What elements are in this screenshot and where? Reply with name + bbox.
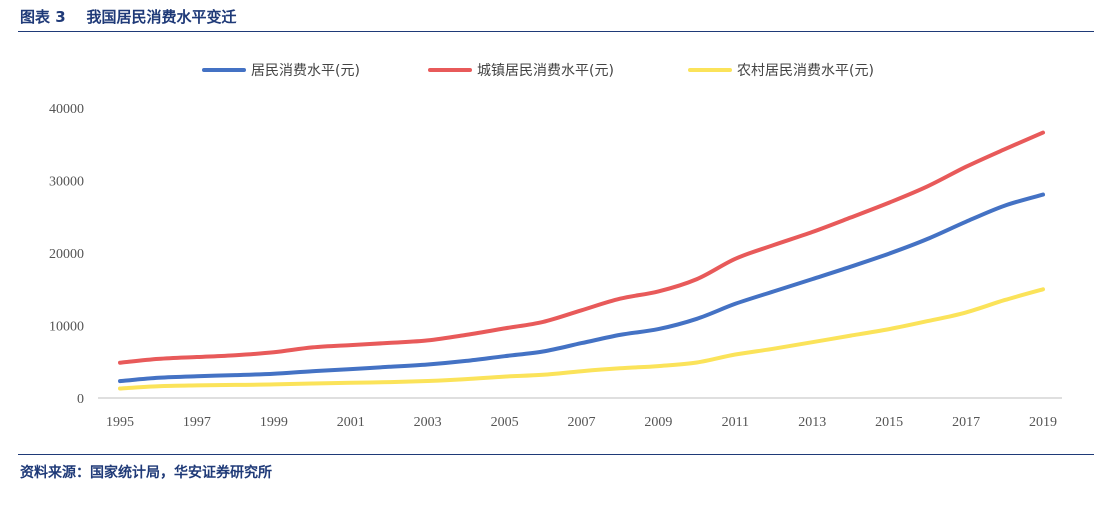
x-tick-label: 2015 (875, 415, 903, 430)
legend-label: 城镇居民消费水平(元) (477, 63, 614, 79)
legend-label: 农村居民消费水平(元) (737, 63, 874, 79)
y-tick-label: 0 (77, 392, 84, 407)
x-tick-label: 2003 (414, 415, 442, 430)
series-lines (118, 130, 1045, 391)
y-tick-label: 10000 (49, 320, 84, 335)
source-note: 资料来源：国家统计局，华安证券研究所 (20, 465, 272, 481)
figure-title: 图表 3 我国居民消费水平变迁 (20, 8, 237, 26)
x-tick-label: 2009 (644, 415, 672, 430)
chart-legend: 居民消费水平(元) 城镇居民消费水平(元) 农村居民消费水平(元) (202, 63, 874, 79)
x-tick-label: 2013 (798, 415, 826, 430)
footer-divider (18, 454, 1094, 455)
x-tick-label: 2017 (952, 415, 980, 430)
series-line-2 (118, 130, 1045, 365)
x-tick-label: 1999 (260, 415, 288, 430)
y-tick-label: 30000 (49, 175, 84, 190)
x-tick-label: 2019 (1029, 415, 1057, 430)
header-divider (18, 31, 1094, 32)
y-tick-label: 40000 (49, 102, 84, 117)
x-tick-label: 2005 (491, 415, 519, 430)
x-axis-ticks: 1995 1997 1999 2001 2003 2005 2007 2009 2011 2013… (106, 415, 1057, 430)
legend-label: 居民消费水平(元) (251, 63, 360, 79)
x-tick-label: 1995 (106, 415, 134, 430)
x-tick-label: 2007 (568, 415, 596, 430)
x-tick-label: 1997 (183, 415, 211, 430)
x-tick-label: 2011 (722, 415, 749, 430)
y-axis-ticks: 0 10000 20000 30000 40000 (49, 102, 84, 407)
series-line-3 (118, 287, 1045, 391)
y-tick-label: 20000 (49, 247, 84, 262)
series-line-1 (118, 192, 1045, 384)
x-tick-label: 2001 (337, 415, 365, 430)
